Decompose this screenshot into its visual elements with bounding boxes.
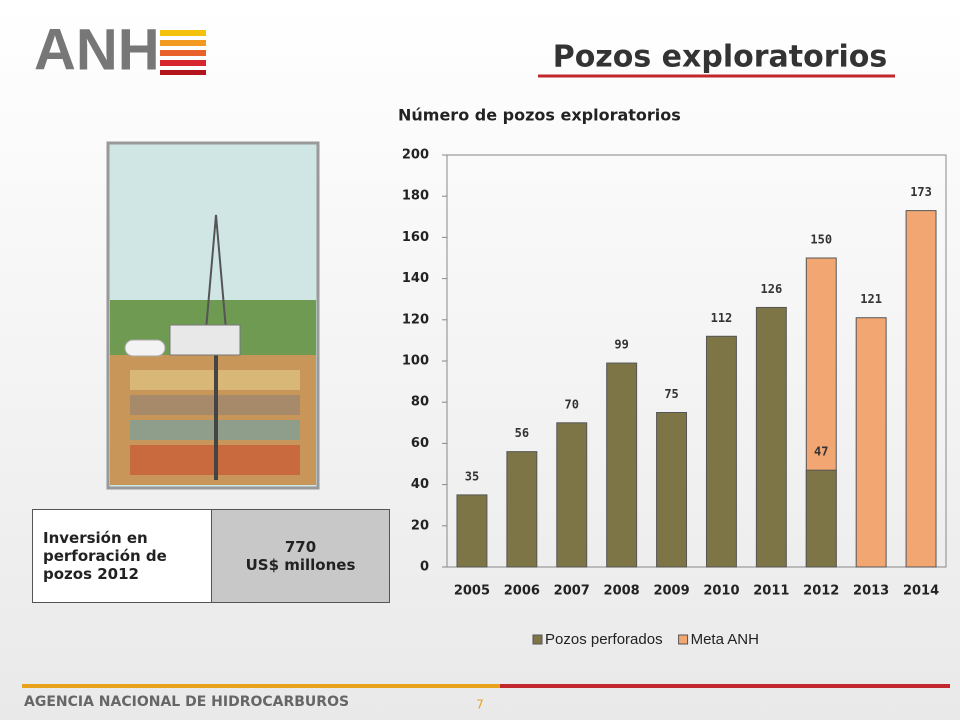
value-label: 47 xyxy=(814,445,828,459)
y-tick-label: 80 xyxy=(411,395,429,410)
x-tick-label: 2008 xyxy=(604,584,640,599)
x-tick-label: 2009 xyxy=(653,584,689,599)
value-label: 35 xyxy=(465,469,479,483)
value-label: 121 xyxy=(860,292,882,306)
logo-stripes xyxy=(160,30,206,75)
y-tick-label: 40 xyxy=(411,477,429,492)
x-tick-label: 2007 xyxy=(554,584,590,599)
y-tick-label: 160 xyxy=(402,230,429,245)
value-label: 70 xyxy=(565,397,579,411)
x-tick-label: 2012 xyxy=(803,584,839,599)
y-tick-label: 20 xyxy=(411,518,429,533)
value-label: 150 xyxy=(810,233,832,247)
slide-title: Pozos exploratorios xyxy=(553,40,888,75)
y-tick-label: 180 xyxy=(402,189,429,204)
bar xyxy=(755,306,787,568)
value-label: 112 xyxy=(711,311,733,325)
x-tick-label: 2005 xyxy=(454,584,490,599)
value-label: 56 xyxy=(515,426,529,440)
x-tick-label: 2010 xyxy=(703,584,739,599)
value-label: 173 xyxy=(910,185,932,199)
bar xyxy=(556,422,588,568)
x-tick-label: 2013 xyxy=(853,584,889,599)
table-label: Inversión en perforación de pozos 2012 xyxy=(33,510,211,602)
logo: ANH xyxy=(34,17,160,82)
y-tick-label: 100 xyxy=(402,354,429,369)
legend-swatch xyxy=(678,634,689,645)
y-tick-label: 0 xyxy=(420,560,429,575)
table-value-cell: 770 US$ millones xyxy=(211,510,389,602)
legend-label: Pozos perforados xyxy=(545,631,663,648)
legend-label: Meta ANH xyxy=(691,631,759,648)
y-tick-label: 200 xyxy=(402,148,429,163)
bar xyxy=(506,451,538,568)
value-label: 99 xyxy=(614,338,628,352)
rig-picture xyxy=(106,141,320,490)
legend-swatch xyxy=(532,634,543,645)
x-tick-label: 2011 xyxy=(753,584,789,599)
value-label: 126 xyxy=(761,282,783,296)
table: Inversión en perforación de pozos 2012 7… xyxy=(32,509,390,603)
bar xyxy=(456,494,488,568)
value-label: 75 xyxy=(664,387,678,401)
bar xyxy=(855,317,887,568)
table-value: 770 xyxy=(284,538,317,556)
y-tick-label: 140 xyxy=(402,271,429,286)
page-number: 7 xyxy=(476,698,484,712)
x-tick-label: 2014 xyxy=(903,584,939,599)
footer: AGENCIA NACIONAL DE HIDROCARBUROS xyxy=(24,694,349,710)
bar xyxy=(905,210,937,568)
y-tick-label: 120 xyxy=(402,312,429,327)
bar xyxy=(656,412,688,568)
chart-title: Número de pozos exploratorios xyxy=(398,106,681,125)
x-tick-label: 2006 xyxy=(504,584,540,599)
bar xyxy=(705,335,737,568)
bar xyxy=(805,469,837,568)
y-tick-label: 60 xyxy=(411,436,429,451)
table-unit: US$ millones xyxy=(245,556,356,574)
bar xyxy=(606,362,638,568)
